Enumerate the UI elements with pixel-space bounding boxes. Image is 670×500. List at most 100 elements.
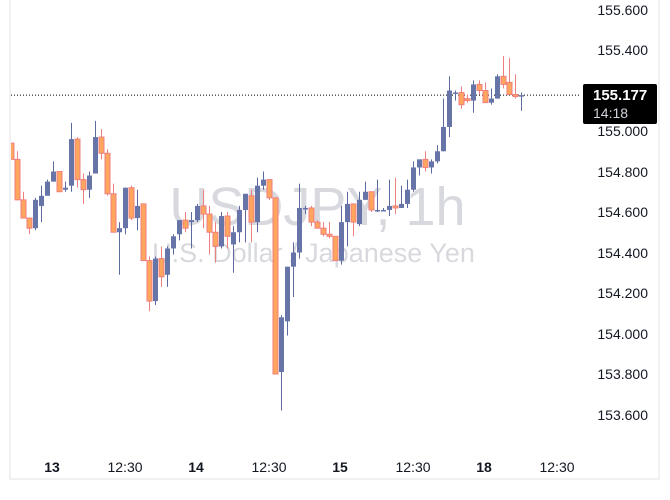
candle [171, 234, 176, 255]
candle [255, 177, 260, 233]
candle [387, 179, 392, 217]
candle [80, 173, 87, 204]
candle [339, 205, 344, 265]
candle [63, 181, 68, 192]
candle [128, 185, 135, 221]
candle [405, 179, 410, 208]
candle [195, 203, 200, 223]
candle [237, 205, 242, 243]
candle [500, 56, 507, 89]
candle [51, 161, 56, 182]
candle [435, 145, 440, 164]
time-tick-label: 12:30 [395, 459, 431, 475]
time-axis[interactable]: 13 12:30 14 12:30 15 12:30 18 12:30 [11, 455, 580, 480]
price-tick-label: 154.200 [597, 285, 648, 301]
candlestick-series [11, 56, 580, 411]
candle [39, 185, 44, 223]
candle [243, 193, 248, 243]
candle [464, 94, 471, 103]
candle [123, 187, 128, 235]
candle [69, 122, 74, 192]
candle [98, 128, 105, 160]
candle [140, 203, 147, 262]
candle [93, 120, 98, 174]
candle [303, 205, 308, 215]
candle [489, 88, 494, 105]
price-tick-label: 153.800 [597, 366, 648, 382]
candle [153, 256, 158, 306]
candle [20, 191, 27, 219]
candle [272, 197, 279, 375]
candle [375, 179, 380, 212]
candle [357, 191, 362, 227]
candle [381, 207, 386, 212]
candle [363, 181, 368, 200]
candle [135, 189, 140, 231]
candle [285, 266, 290, 336]
candle [189, 212, 194, 249]
candle [261, 171, 266, 190]
time-tick-label: 18 [476, 459, 492, 475]
candle [165, 246, 170, 287]
candle [308, 205, 315, 227]
candle [297, 183, 302, 259]
candle [231, 226, 236, 273]
candle [279, 315, 284, 411]
candle [411, 161, 416, 192]
candle [87, 171, 92, 198]
time-tick-label: 12:30 [251, 459, 287, 475]
price-tick-label: 155.000 [597, 123, 648, 139]
candle [495, 74, 500, 99]
candle [320, 222, 327, 237]
candle [332, 235, 339, 262]
candle [429, 159, 434, 174]
candle [266, 179, 273, 200]
candle [104, 149, 111, 196]
candle [200, 189, 207, 229]
candle [482, 82, 489, 104]
candle [326, 222, 333, 239]
candle [476, 80, 483, 95]
time-tick-label: 15 [332, 459, 348, 475]
last-price-label: 155.177 14:18 [583, 84, 657, 124]
candle [471, 80, 476, 113]
candle [399, 185, 404, 208]
price-tick-label: 155.600 [597, 1, 648, 18]
chart-plot-area[interactable]: USDJPY, 1h U.S. Dollar / Japanese Yen [11, 0, 580, 455]
time-tick-label: 12:30 [107, 459, 143, 475]
candle [447, 76, 452, 138]
candle [219, 212, 224, 249]
time-tick-label: 12:30 [539, 459, 575, 475]
candle [350, 203, 357, 237]
candle [224, 212, 231, 249]
price-tick-label: 155.400 [597, 42, 648, 58]
candle [206, 205, 213, 255]
candle [368, 191, 375, 212]
candle [291, 242, 296, 298]
candle [422, 151, 429, 172]
candle [212, 222, 219, 263]
candle [345, 191, 350, 247]
candle [158, 246, 165, 287]
candle [314, 220, 321, 229]
candle [33, 197, 38, 231]
time-tick-label: 13 [44, 459, 60, 475]
candle [177, 220, 182, 241]
candle [458, 86, 465, 109]
price-tick-label: 154.400 [597, 244, 648, 261]
candle [11, 142, 15, 160]
candle [441, 98, 446, 152]
candle [519, 92, 524, 111]
candle [392, 177, 399, 215]
candle [182, 212, 189, 233]
last-price-value: 155.177 [593, 87, 648, 104]
candle [248, 189, 255, 243]
price-axis[interactable]: 155.600 155.400 155.000 154.800 154.600 154.4… [580, 0, 660, 455]
candle [110, 183, 117, 233]
candle [74, 137, 81, 188]
candle [146, 256, 153, 312]
candle [14, 151, 21, 201]
chart-frame [9, 0, 660, 480]
price-tick-label: 154.800 [597, 163, 648, 180]
price-tick-label: 154.600 [597, 204, 648, 220]
